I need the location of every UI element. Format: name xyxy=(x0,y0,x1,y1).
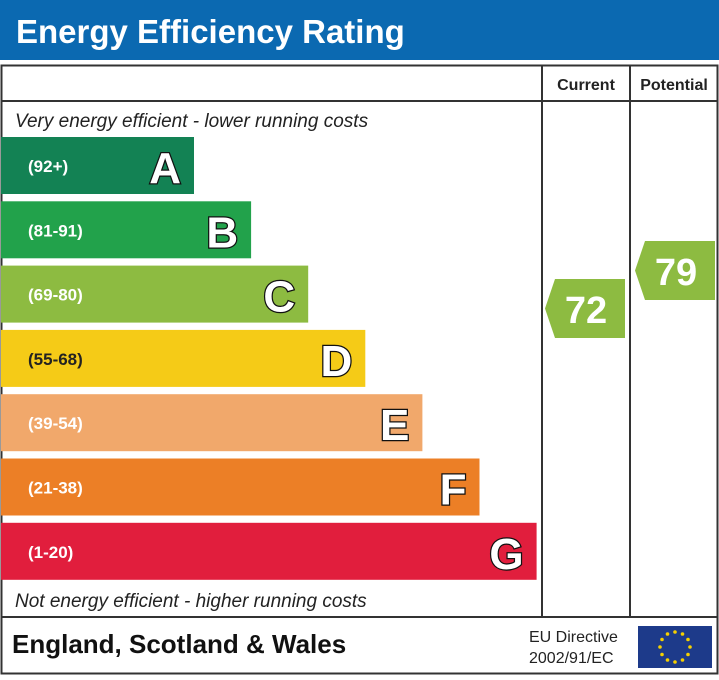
rating-band-e: (39-54) E xyxy=(1,394,423,452)
rating-band-a: (92+) A xyxy=(1,137,194,194)
directive-line-2: 2002/91/EC xyxy=(529,650,614,667)
rating-letter: F xyxy=(440,466,467,515)
eu-star xyxy=(688,645,692,649)
rating-bar xyxy=(1,137,194,194)
rating-band-d: (55-68) D xyxy=(1,329,366,387)
eu-star xyxy=(665,632,670,636)
current-column-header: Current xyxy=(557,77,615,94)
current-rating-marker: 72 xyxy=(545,279,625,338)
chart-title: Energy Efficiency Rating xyxy=(16,13,405,50)
rating-range-label: (92+) xyxy=(28,157,68,176)
rating-bar xyxy=(1,458,480,516)
potential-rating-marker: 79 xyxy=(635,241,715,300)
eu-star xyxy=(665,658,670,662)
title-bar xyxy=(0,0,719,60)
bottom-note: Not energy efficient - higher running co… xyxy=(15,591,367,612)
rating-band-f: (21-38) F xyxy=(1,458,480,516)
potential-rating-value: 79 xyxy=(655,252,697,294)
rating-band-c: (69-80) C xyxy=(1,265,309,323)
rating-band-g: (1-20) G xyxy=(1,522,537,580)
rating-letter: D xyxy=(321,337,353,386)
potential-column-header: Potential xyxy=(640,77,708,94)
rating-bar xyxy=(1,522,537,580)
eu-star xyxy=(680,632,685,636)
rating-range-label: (81-91) xyxy=(28,221,83,240)
eu-star xyxy=(686,637,690,642)
current-rating-value: 72 xyxy=(565,290,607,332)
potential-rating-arrow xyxy=(635,241,715,300)
eu-star xyxy=(660,652,664,657)
rating-range-label: (21-38) xyxy=(28,479,83,498)
rating-letter: A xyxy=(149,144,181,193)
rating-bar xyxy=(1,329,366,387)
rating-bar xyxy=(1,265,309,323)
rating-range-label: (39-54) xyxy=(28,414,83,433)
rating-letter: E xyxy=(380,401,409,450)
rating-letter: C xyxy=(263,273,295,322)
rating-bar xyxy=(1,201,252,259)
eu-star xyxy=(658,645,662,649)
rating-band-b: (81-91) B xyxy=(1,201,252,259)
eu-star xyxy=(673,630,677,634)
rating-letter: G xyxy=(489,530,523,579)
rating-bar xyxy=(1,394,423,452)
top-note: Very energy efficient - lower running co… xyxy=(15,111,369,132)
eu-flag-icon xyxy=(638,626,712,668)
rating-range-label: (69-80) xyxy=(28,286,83,305)
footer-region: England, Scotland & Wales xyxy=(12,629,346,659)
eu-star xyxy=(686,652,690,657)
eu-star xyxy=(673,660,677,664)
current-rating-arrow xyxy=(545,279,625,338)
rating-bars: (92+) A (81-91) B (69-80) C (55-68) D (39-54) E (2… xyxy=(1,137,537,580)
directive-line-1: EU Directive xyxy=(529,629,618,646)
rating-range-label: (1-20) xyxy=(28,543,73,562)
rating-range-label: (55-68) xyxy=(28,350,83,369)
eu-star xyxy=(680,658,685,662)
eu-star xyxy=(660,637,664,642)
rating-letter: B xyxy=(206,208,238,257)
